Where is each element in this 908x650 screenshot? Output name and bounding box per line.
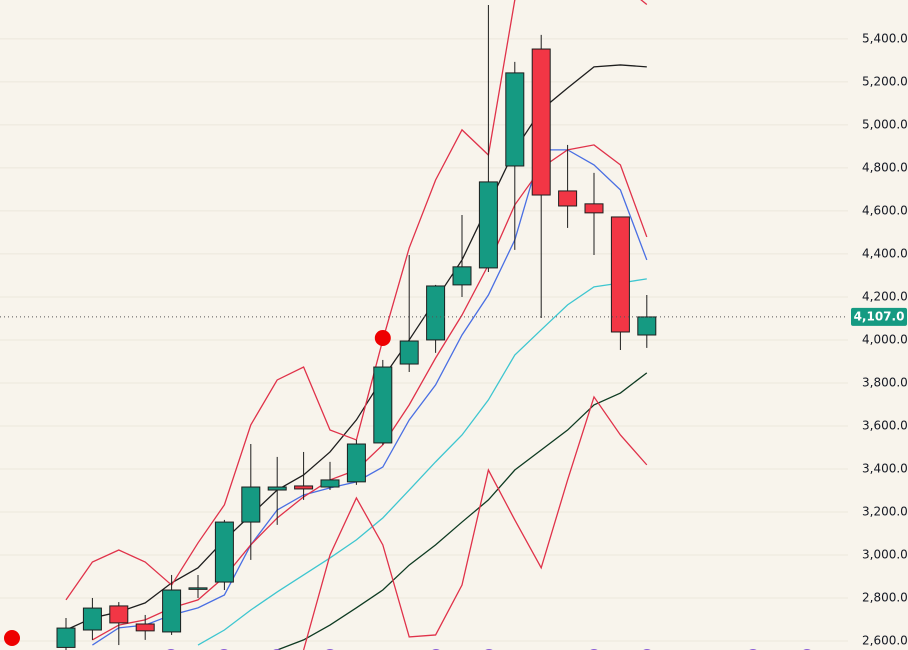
indicator-line (276, 372, 648, 650)
candle-body (56, 627, 76, 648)
indicator-line (302, 395, 648, 650)
candle-body (478, 181, 498, 269)
y-tick-label: 3,000.0 (862, 547, 908, 561)
y-tick-label: 3,400.0 (862, 461, 908, 475)
last-price-label: 4,107.0 (854, 309, 905, 323)
indicator-line (65, 0, 648, 601)
candle-body (637, 316, 657, 336)
indicator-line (92, 144, 648, 641)
y-tick-label: 2,600.0 (862, 633, 908, 647)
candle-body (109, 605, 129, 624)
indicator-line (197, 278, 647, 646)
y-tick-label: 4,200.0 (862, 289, 908, 303)
candle-body (162, 589, 182, 633)
candle-body (241, 486, 261, 523)
candle-body (82, 607, 102, 631)
candle-body (294, 485, 314, 490)
signal-dot (374, 330, 391, 347)
y-tick-label: 4,800.0 (862, 160, 908, 174)
grid (0, 38, 848, 642)
indicators (65, 0, 648, 650)
candle-body (505, 72, 525, 167)
y-tick-label: 3,800.0 (862, 375, 908, 389)
candle-body (320, 479, 340, 488)
last-price-tag (851, 307, 907, 326)
y-tick-label: 4,400.0 (862, 246, 908, 260)
y-tick-label: 4,600.0 (862, 203, 908, 217)
candles (0, 4, 848, 650)
candle-body (135, 623, 155, 632)
y-tick-label: 5,000.0 (862, 117, 908, 131)
candle-body (267, 486, 287, 491)
y-tick-label: 3,200.0 (862, 504, 908, 518)
decor (4, 630, 811, 650)
candle-body (373, 366, 393, 444)
candle-body (531, 48, 551, 196)
y-tick-label: 4,000.0 (862, 332, 908, 346)
y-tick-label: 5,400.0 (862, 31, 908, 45)
candle-body (452, 266, 472, 286)
price-axis: 2,600.0 2,800.0 3,000.0 3,200.0 3,400.0 3,600… (851, 31, 908, 647)
candle-body (188, 587, 208, 590)
candle-body (399, 340, 419, 365)
candle-body (426, 285, 446, 341)
candle-body (214, 521, 234, 583)
indicator-line (92, 149, 648, 646)
candle-body (610, 216, 630, 333)
candle-body (346, 443, 366, 483)
y-tick-label: 5,200.0 (862, 74, 908, 88)
signal-dot (4, 630, 20, 646)
candle-body (584, 203, 604, 214)
candle-body (558, 190, 578, 207)
y-tick-label: 2,800.0 (862, 590, 908, 604)
y-tick-label: 3,600.0 (862, 418, 908, 432)
